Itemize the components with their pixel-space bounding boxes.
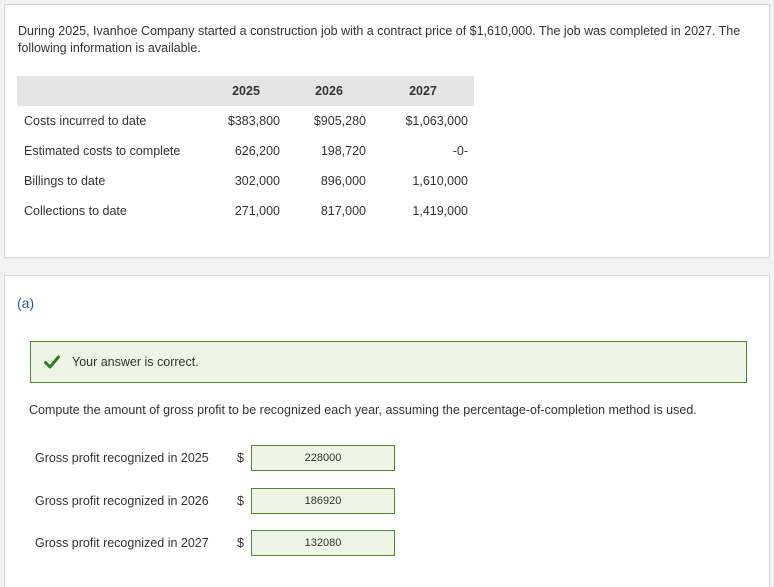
question-text: Compute the amount of gross profit to be… bbox=[29, 403, 697, 417]
cell-value: 302,000 bbox=[234, 174, 280, 188]
row-label: Costs incurred to date bbox=[24, 114, 147, 128]
cell-value: $905,280 bbox=[313, 114, 366, 128]
part-label: (a) bbox=[17, 295, 35, 311]
answer-panel: (a) Your answer is correct. Compute the … bbox=[4, 275, 770, 587]
header-2025: 2025 bbox=[206, 76, 286, 106]
gross-profit-label: Gross profit recognized in 2026 bbox=[35, 494, 209, 508]
header-2027: 2027 bbox=[372, 76, 474, 106]
problem-intro: During 2025, Ivanhoe Company started a c… bbox=[18, 24, 741, 55]
dollar-sign: $ bbox=[237, 494, 244, 508]
gross-profit-label: Gross profit recognized in 2027 bbox=[35, 536, 209, 550]
gross-profit-2025-input[interactable] bbox=[251, 445, 395, 471]
row-label: Billings to date bbox=[24, 174, 106, 188]
row-label: Estimated costs to complete bbox=[24, 144, 181, 158]
feedback-banner: Your answer is correct. bbox=[30, 341, 747, 383]
feedback-text: Your answer is correct. bbox=[72, 355, 199, 369]
row-label: Collections to date bbox=[24, 204, 127, 218]
cell-value: 198,720 bbox=[320, 144, 366, 158]
dollar-sign: $ bbox=[237, 451, 244, 465]
gross-profit-row-2027: Gross profit recognized in 2027 $ bbox=[35, 530, 405, 556]
table-row: Costs incurred to date $383,800 $905,280… bbox=[17, 106, 474, 136]
header-2026: 2026 bbox=[286, 76, 372, 106]
gross-profit-label: Gross profit recognized in 2025 bbox=[35, 451, 209, 465]
cell-value: 817,000 bbox=[320, 204, 366, 218]
problem-panel: During 2025, Ivanhoe Company started a c… bbox=[4, 4, 770, 258]
cell-value: $383,800 bbox=[227, 114, 280, 128]
info-table: 2025 2026 2027 Costs incurred to date $3… bbox=[17, 76, 474, 226]
table-row: Estimated costs to complete 626,200 198,… bbox=[17, 136, 474, 166]
table-row: Collections to date 271,000 817,000 1,41… bbox=[17, 196, 474, 226]
dollar-sign: $ bbox=[237, 536, 244, 550]
cell-value: 626,200 bbox=[234, 144, 280, 158]
gross-profit-2027-input[interactable] bbox=[251, 530, 395, 556]
gross-profit-row-2026: Gross profit recognized in 2026 $ bbox=[35, 488, 405, 514]
gross-profit-row-2025: Gross profit recognized in 2025 $ bbox=[35, 445, 405, 471]
table-row: Billings to date 302,000 896,000 1,610,0… bbox=[17, 166, 474, 196]
cell-value: $1,063,000 bbox=[405, 114, 468, 128]
cell-value: 1,419,000 bbox=[412, 204, 468, 218]
cell-value: 1,610,000 bbox=[412, 174, 468, 188]
checkmark-icon bbox=[44, 355, 60, 369]
header-blank bbox=[17, 76, 206, 106]
gross-profit-2026-input[interactable] bbox=[251, 488, 395, 514]
cell-value: 896,000 bbox=[320, 174, 366, 188]
table-header-row: 2025 2026 2027 bbox=[17, 76, 474, 106]
cell-value: -0- bbox=[452, 144, 468, 158]
cell-value: 271,000 bbox=[234, 204, 280, 218]
